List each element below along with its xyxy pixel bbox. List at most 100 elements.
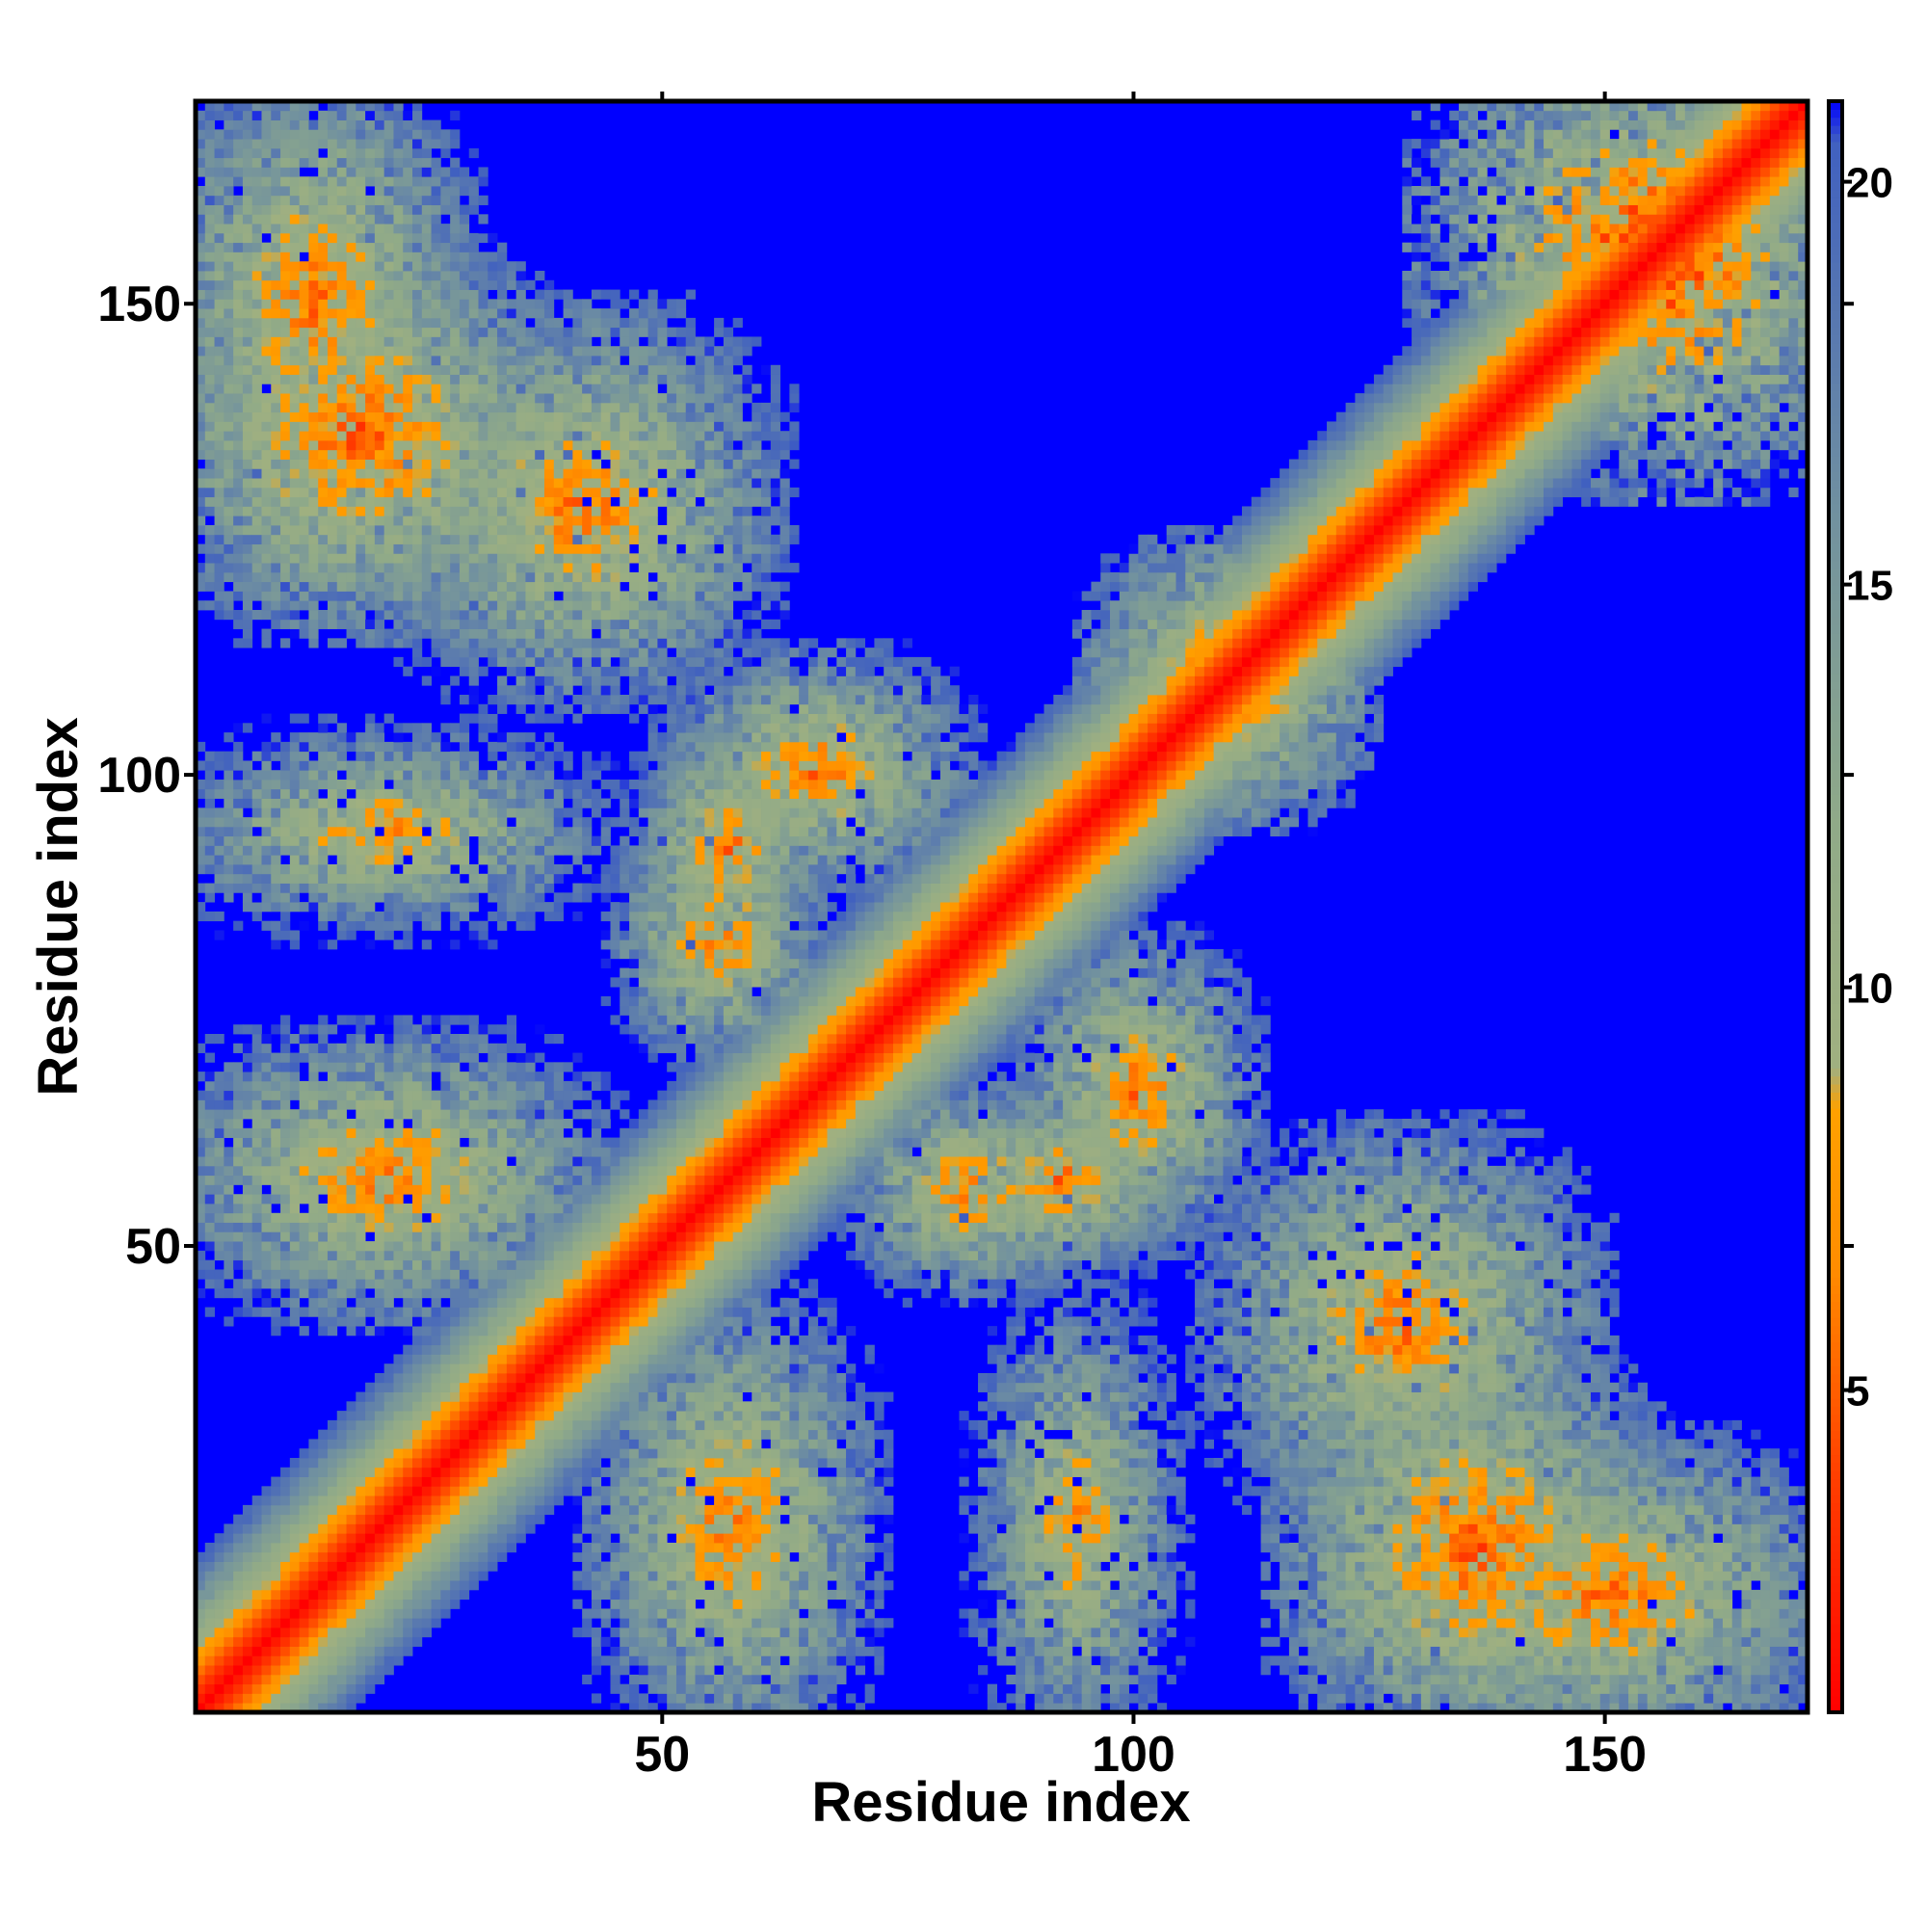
heatmap-cell	[431, 1288, 441, 1299]
heatmap-cell	[393, 1212, 404, 1223]
heatmap-cell	[233, 770, 244, 781]
heatmap-cell	[346, 364, 356, 375]
heatmap-cell	[515, 1072, 526, 1082]
heatmap-cell	[478, 1184, 488, 1195]
heatmap-cell	[535, 591, 545, 601]
heatmap-cell	[506, 1109, 517, 1120]
heatmap-cell	[506, 591, 517, 601]
heatmap-cell	[525, 327, 536, 337]
heatmap-cell	[478, 411, 488, 422]
heatmap-cell	[468, 1486, 479, 1496]
heatmap-cell	[383, 1099, 394, 1110]
heatmap-cell	[327, 1127, 338, 1138]
heatmap-cell	[440, 1307, 451, 1317]
heatmap-cell	[525, 1137, 536, 1148]
heatmap-cell	[440, 374, 451, 384]
heatmap-cell	[251, 1175, 262, 1185]
heatmap-cell	[459, 1533, 470, 1544]
heatmap-cell	[327, 873, 338, 884]
heatmap-cell	[251, 364, 262, 375]
heatmap-cell	[506, 1411, 517, 1421]
heatmap-cell	[271, 308, 281, 319]
heatmap-cell	[459, 1099, 470, 1110]
heatmap-cell	[440, 563, 451, 573]
heatmap-cell	[459, 751, 470, 761]
heatmap-cell	[383, 1458, 394, 1469]
heatmap-cell	[431, 1589, 441, 1601]
heatmap-cell	[393, 1269, 404, 1280]
heatmap-cell	[393, 1646, 404, 1656]
heatmap-cell	[421, 129, 432, 140]
heatmap-cell	[308, 242, 319, 252]
heatmap-cell	[318, 1523, 329, 1534]
heatmap-cell	[261, 449, 272, 460]
heatmap-cell	[318, 911, 329, 922]
heatmap-cell	[478, 883, 488, 893]
heatmap-cell	[543, 1194, 555, 1204]
heatmap-cell	[403, 619, 413, 629]
heatmap-cell	[271, 364, 281, 375]
heatmap-cell	[488, 1072, 498, 1082]
heatmap-cell	[440, 167, 451, 177]
heatmap-cell	[403, 1156, 413, 1167]
heatmap-cell	[459, 449, 470, 460]
heatmap-cell	[318, 204, 329, 215]
heatmap-cell	[251, 751, 262, 761]
heatmap-cell	[233, 101, 244, 112]
heatmap-cell	[261, 1099, 272, 1110]
heatmap-cell	[403, 864, 413, 875]
heatmap-cell	[374, 384, 385, 394]
heatmap-cell	[525, 1297, 536, 1308]
heatmap-cell	[383, 1561, 394, 1572]
heatmap-cell	[440, 751, 451, 761]
heatmap-cell	[450, 1090, 461, 1100]
heatmap-cell	[525, 496, 536, 507]
heatmap-cell	[204, 826, 215, 837]
heatmap-cell	[497, 1429, 508, 1440]
heatmap-cell	[535, 817, 545, 828]
heatmap-cell	[242, 1674, 253, 1685]
heatmap-cell	[468, 760, 479, 771]
heatmap-cell	[346, 1204, 356, 1214]
heatmap-cell	[336, 1571, 347, 1581]
heatmap-cell	[224, 525, 234, 536]
heatmap-cell	[431, 421, 441, 432]
heatmap-cell	[450, 600, 461, 611]
heatmap-cell	[346, 1599, 356, 1609]
heatmap-cell	[233, 780, 244, 790]
heatmap-cell	[196, 1636, 206, 1647]
heatmap-cell	[327, 1561, 338, 1572]
heatmap-cell	[468, 356, 479, 366]
heatmap-cell	[196, 374, 206, 384]
heatmap-cell	[488, 506, 498, 516]
heatmap-cell	[336, 356, 347, 366]
heatmap-cell	[251, 788, 262, 799]
heatmap-cell	[488, 1373, 498, 1384]
heatmap-cell	[431, 817, 441, 828]
heatmap-cell	[478, 581, 488, 592]
heatmap-cell	[478, 920, 488, 931]
heatmap-cell	[356, 374, 366, 384]
heatmap-cell	[515, 1127, 526, 1138]
heatmap-cell	[365, 1250, 376, 1261]
heatmap-cell	[421, 431, 432, 441]
heatmap-cell	[497, 581, 508, 592]
heatmap-cell	[299, 1147, 309, 1157]
heatmap-cell	[515, 1458, 526, 1469]
heatmap-cell	[196, 1665, 206, 1676]
heatmap-cell	[459, 1419, 470, 1431]
heatmap-cell	[497, 788, 508, 799]
heatmap-cell	[242, 1665, 253, 1676]
heatmap-cell	[214, 817, 224, 828]
heatmap-cell	[543, 431, 555, 441]
heatmap-cell	[478, 571, 488, 583]
heatmap-cell	[383, 336, 394, 347]
heatmap-cell	[356, 600, 366, 611]
heatmap-cell	[271, 581, 281, 592]
heatmap-cell	[535, 581, 545, 592]
heatmap-cell	[403, 1533, 413, 1544]
heatmap-cell	[403, 1212, 413, 1223]
heatmap-cell	[196, 835, 206, 846]
heatmap-cell	[196, 883, 206, 893]
heatmap-cell	[308, 251, 319, 262]
